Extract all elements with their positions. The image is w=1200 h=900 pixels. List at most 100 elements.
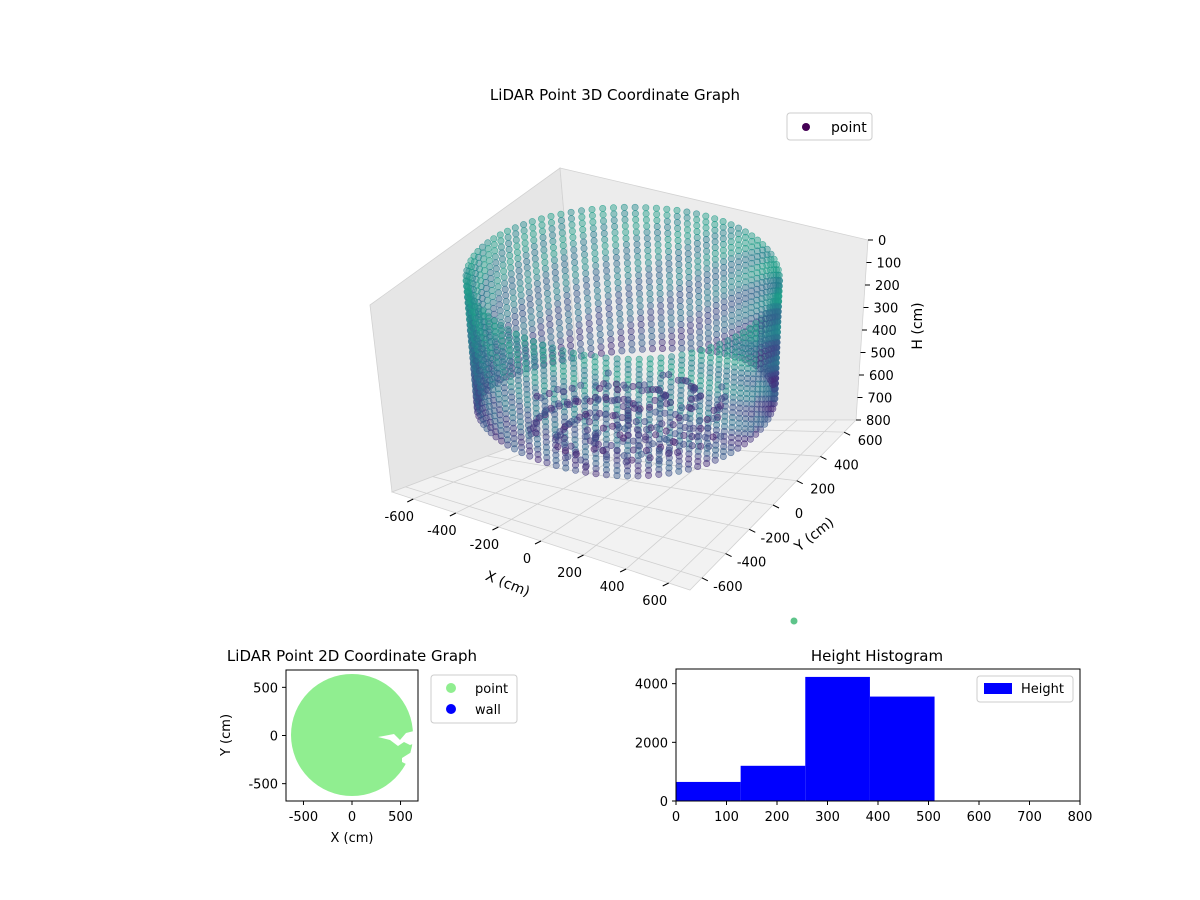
cloud-point: [603, 267, 611, 275]
cloud-point: [543, 283, 551, 291]
cloud-point: [621, 425, 629, 433]
cloud-point: [640, 381, 648, 389]
cloud-point: [558, 223, 566, 231]
cloud-point: [685, 285, 693, 293]
cloud-point: [521, 239, 529, 247]
cloud-point: [537, 215, 545, 223]
cloud-point: [664, 235, 672, 243]
cloud-point: [664, 242, 672, 250]
cloud-point: [536, 412, 544, 420]
legend-3d: point: [786, 112, 873, 141]
cloud-point: [622, 384, 630, 392]
x-tick-label-3d: 400: [600, 580, 625, 595]
cloud-point: [676, 296, 684, 304]
cloud-point: [703, 259, 711, 267]
cloud-point: [711, 238, 719, 246]
cloud-point: [669, 421, 677, 429]
cloud-point: [762, 304, 770, 312]
cloud-point: [599, 205, 607, 213]
legend-2d-wall-marker: [446, 704, 456, 714]
cloud-point: [581, 257, 589, 265]
cloud-point: [688, 395, 696, 403]
cloud-point: [647, 320, 655, 328]
cloud-point: [629, 382, 637, 390]
cloud-point: [747, 287, 755, 295]
cloud-point: [621, 222, 629, 230]
cloud-point: [667, 314, 675, 322]
cloud-point: [611, 229, 619, 237]
cloud-point: [727, 221, 735, 229]
cloud-point: [545, 314, 553, 322]
x-tick-label-hist: 400: [866, 810, 891, 825]
cloud-point: [746, 435, 754, 443]
cloud-point: [609, 422, 617, 430]
cloud-point: [549, 244, 557, 252]
cloud-point: [602, 471, 610, 479]
cloud-point: [550, 250, 558, 258]
y-tick-label-3d: -200: [761, 531, 791, 546]
cloud-point: [762, 309, 770, 317]
cloud-point: [553, 287, 561, 295]
cloud-point: [556, 325, 564, 333]
cloud-point: [620, 434, 628, 442]
cloud-point: [683, 214, 691, 222]
cloud-point: [758, 400, 766, 408]
cloud-point: [546, 327, 554, 335]
cloud-point: [580, 244, 588, 252]
cloud-point: [597, 343, 605, 351]
cloud-point: [753, 291, 761, 299]
cloud-point: [685, 279, 693, 287]
cloud-point: [753, 236, 761, 244]
cloud-point: [720, 292, 728, 300]
cloud-point: [712, 319, 720, 327]
cloud-point: [641, 418, 649, 426]
cloud-point: [695, 298, 703, 306]
cloud-point: [674, 448, 682, 456]
cloud-point: [475, 265, 483, 273]
cloud-point: [528, 319, 536, 327]
cloud-point: [565, 323, 573, 331]
cloud-point: [531, 255, 539, 263]
x-tick-label-hist: 200: [765, 810, 790, 825]
cloud-point: [600, 230, 608, 238]
cloud-point: [552, 281, 560, 289]
cloud-point: [514, 261, 522, 269]
cloud-point: [513, 248, 521, 256]
x-tick-label-2d: -500: [289, 810, 319, 825]
cloud-point: [532, 418, 540, 426]
cloud-point: [554, 443, 562, 451]
legend-3d-label: point: [831, 120, 867, 136]
histogram-bar: [676, 781, 741, 801]
y-tick-label-3d: 600: [858, 434, 883, 449]
cloud-point: [592, 268, 600, 276]
legend-2d-point-label: point: [475, 682, 508, 697]
cloud-point: [580, 251, 588, 259]
cloud-point: [615, 291, 623, 299]
cloud-point: [727, 260, 735, 268]
cloud-point: [747, 303, 755, 311]
cloud-point: [483, 296, 491, 304]
cloud-point: [637, 321, 645, 329]
plot3d-title: LiDAR Point 3D Coordinate Graph: [490, 86, 740, 104]
cloud-point: [594, 299, 602, 307]
cloud-point: [494, 283, 502, 291]
cloud-point: [474, 248, 482, 256]
cloud-point: [695, 322, 703, 330]
cloud-point: [759, 246, 767, 254]
cloud-point: [559, 242, 567, 250]
cloud-point: [566, 329, 574, 337]
cloud-point: [719, 452, 727, 460]
cloud-point: [564, 304, 572, 312]
cloud-point: [703, 247, 711, 255]
cloud-point: [612, 254, 620, 262]
cloud-point: [753, 253, 761, 261]
cloud-point: [594, 395, 602, 403]
cloud-point: [624, 265, 632, 273]
cloud-point: [753, 285, 761, 293]
cloud-point: [695, 292, 703, 300]
cloud-point: [636, 302, 644, 310]
cloud-point: [753, 312, 761, 320]
cloud-point: [634, 253, 642, 261]
cloud-point: [686, 309, 694, 317]
cloud-point: [497, 237, 505, 245]
